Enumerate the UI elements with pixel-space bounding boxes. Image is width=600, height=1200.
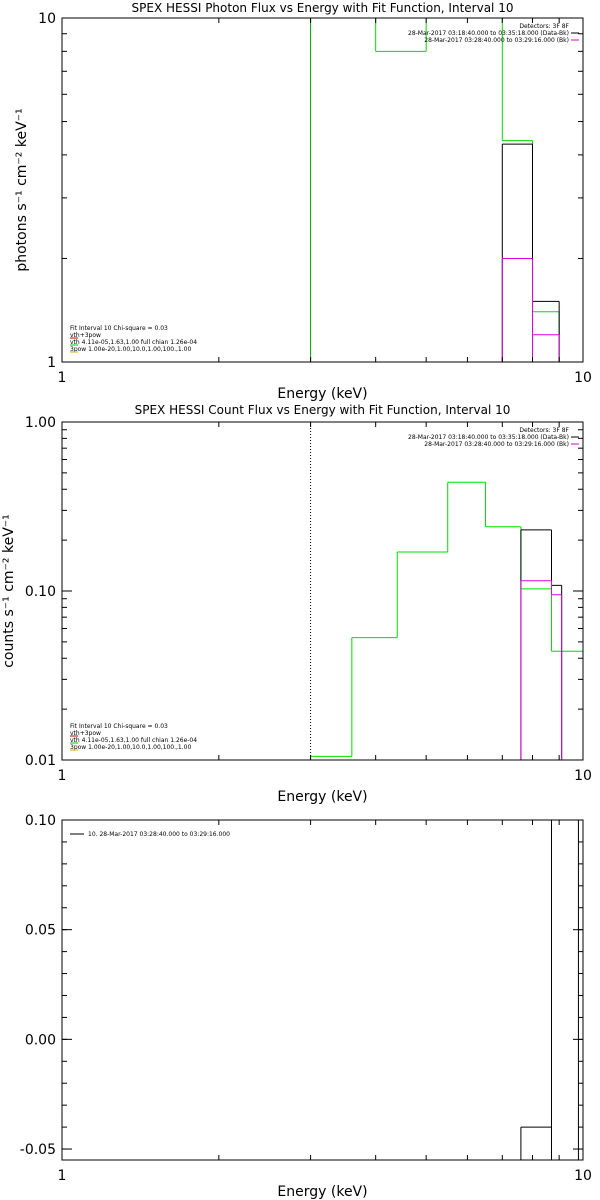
legend-entry: 3pow 1.00e-20,1.00,10.0,1.00,100.,1.00 xyxy=(70,744,191,751)
chart-panel-2: 1 10 0.01 0.10 1.00 SPEX HESSI Count Flux vs … xyxy=(1,403,592,805)
legend-entry: Detectors: 3F 8F xyxy=(519,427,569,434)
series-group xyxy=(375,18,560,362)
x-axis-label: Energy (keV) xyxy=(277,1184,367,1200)
y-tick-label: 0.05 xyxy=(25,923,56,939)
y-tick-label: 0.10 xyxy=(25,584,56,600)
y-axis-label: photons s⁻¹ cm⁻² keV⁻¹ xyxy=(14,108,30,271)
x-tick-label: 10 xyxy=(574,1168,592,1184)
y-tick-label: 1.00 xyxy=(25,415,56,431)
legend-entry: 28-Mar-2017 03:28:40.000 to 03:29:16.000… xyxy=(424,441,569,448)
y-tick-label: 0.01 xyxy=(25,753,56,769)
legend-entry: Detectors: 3F 8F xyxy=(519,23,569,30)
y-tick-label: 0.00 xyxy=(25,1032,56,1048)
y-axis-label: counts s⁻¹ cm⁻² keV⁻¹ xyxy=(1,514,17,668)
legend-legend_topleft: 10. 28-Mar-2017 03:28:40.000 to 03:29:16… xyxy=(70,831,230,838)
plot-frame xyxy=(61,819,584,1161)
x-axis-label: Energy (keV) xyxy=(277,789,367,805)
y-tick-label: -0.05 xyxy=(20,1142,56,1158)
plot-frame xyxy=(61,17,584,363)
legend-entry: 28-Mar-2017 03:28:40.000 to 03:29:16.000… xyxy=(424,37,569,44)
series-group xyxy=(310,481,583,760)
legend-entry: Fit Interval 10 Chi-square = 0.03 xyxy=(70,723,168,730)
y-tick-label: 1 xyxy=(47,355,56,371)
legend-entry: 3pow 1.00e-20,1.00,10.0,1.00,100.,1.00 xyxy=(70,346,191,353)
x-tick-label: 10 xyxy=(574,768,592,784)
x-tick-label: 10 xyxy=(574,370,592,386)
legend-entry: 28-Mar-2017 03:18:40.000 to 03:35:18.000… xyxy=(408,434,569,441)
x-tick-label: 1 xyxy=(58,768,67,784)
legend-entry: vth 4.11e-05,1.63,1.00 full chian 1.26e-… xyxy=(70,339,197,346)
chart-panel-1: 1 10 1 10 SPEX HESSI Photon Flux vs Energy w… xyxy=(14,1,592,402)
chart-title: SPEX HESSI Photon Flux vs Energy with Fi… xyxy=(132,1,514,15)
legend-legend_bottomleft: Fit Interval 10 Chi-square = 0.03vth+3po… xyxy=(70,325,197,353)
legend-entry: vth+3pow xyxy=(70,332,101,339)
x-tick-label: 1 xyxy=(58,1168,67,1184)
x-tick-label: 1 xyxy=(58,370,67,386)
series-group xyxy=(520,820,579,1160)
x-axis-label: Energy (keV) xyxy=(277,386,367,402)
legend-entry: Fit Interval 10 Chi-square = 0.03 xyxy=(70,325,168,332)
legend-entry: 10. 28-Mar-2017 03:28:40.000 to 03:29:16… xyxy=(88,831,230,838)
y-tick-label: 10 xyxy=(38,11,56,27)
chart-panel-3: 1 10 -0.05 0.00 0.05 0.10 Energy (keV) 10. 28-M… xyxy=(20,813,592,1200)
legend-entry: vth+3pow xyxy=(70,730,101,737)
legend-legend_bottomleft: Fit Interval 10 Chi-square = 0.03vth+3po… xyxy=(70,723,197,751)
chart-title: SPEX HESSI Count Flux vs Energy with Fit… xyxy=(135,403,511,417)
y-tick-label: 0.10 xyxy=(25,813,56,829)
legend-entry: vth 4.11e-05,1.63,1.00 full chian 1.26e-… xyxy=(70,737,197,744)
legend-entry: 28-Mar-2017 03:18:40.000 to 03:35:18.000… xyxy=(408,30,569,37)
